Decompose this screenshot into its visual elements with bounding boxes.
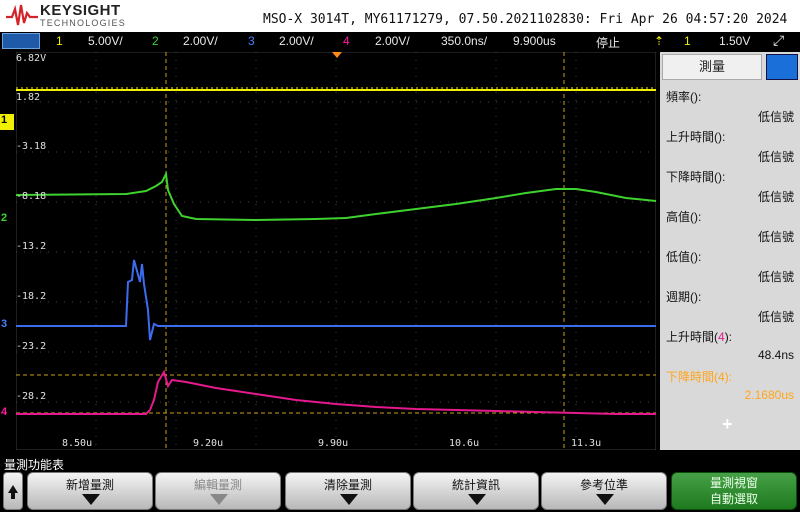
- y-label-2: 1.82: [16, 92, 41, 103]
- ch3-number[interactable]: 3: [248, 34, 255, 48]
- waveform-display[interactable]: [16, 52, 656, 450]
- measure-tab[interactable]: 測量: [662, 54, 762, 80]
- measure-rise-time-ch4-label: 上升時間(4):: [666, 330, 733, 344]
- ch4-ground-marker[interactable]: 4: [1, 406, 8, 418]
- measure-fall-time-label: 下降時間():: [666, 170, 726, 184]
- brand-name: KEYSIGHT: [40, 2, 121, 19]
- measure-low-value: 低信號: [757, 270, 794, 284]
- up-arrow-icon: [8, 485, 18, 499]
- down-arrow-icon: [82, 494, 100, 505]
- ch3-waveform: [16, 259, 656, 341]
- y-label-8: -28.2: [16, 391, 47, 402]
- measure-high-label: 高值():: [666, 210, 702, 224]
- measure-fall-time-value: 低信號: [757, 190, 794, 204]
- softkey-add-measurement[interactable]: 新增量測: [27, 472, 153, 510]
- ch4-waveform: [16, 369, 656, 415]
- waveform-svg: [16, 52, 656, 450]
- measurement-cursors: [16, 52, 656, 450]
- down-arrow-icon: [210, 494, 228, 505]
- title-bar: KEYSIGHT TECHNOLOGIES MSO-X 3014T, MY611…: [0, 0, 800, 32]
- y-label-3: -3.18: [16, 141, 47, 152]
- ch3-ground-marker[interactable]: 3: [1, 318, 8, 330]
- measure-frequency-label: 頻率():: [666, 90, 702, 104]
- ch1-scale[interactable]: 5.00V/: [88, 34, 123, 48]
- softkey-edit-measurement[interactable]: 編輯量測: [155, 472, 281, 510]
- expand-arrows-icon[interactable]: ⤢: [773, 32, 785, 48]
- measure-rise-time-ch4-value: 48.4ns: [757, 348, 794, 362]
- softkey-reference-levels[interactable]: 參考位準: [541, 472, 667, 510]
- measure-rise-time-value: 低信號: [757, 150, 794, 164]
- main-menu-button[interactable]: [2, 33, 40, 49]
- measure-fall-time-ch4-value: 2.1680us: [744, 388, 794, 402]
- ch2-waveform: [16, 170, 656, 222]
- ch1-ground-marker[interactable]: 1: [0, 114, 14, 130]
- horizontal-delay[interactable]: 9.900us: [513, 34, 556, 48]
- softkey-statistics[interactable]: 統計資訊: [413, 472, 539, 510]
- measure-period-label: 週期():: [666, 290, 702, 304]
- x-label-3: 9.90u: [318, 438, 349, 449]
- brand-subtitle: TECHNOLOGIES: [40, 18, 126, 28]
- ch3-scale[interactable]: 2.00V/: [279, 34, 314, 48]
- y-label-1: 6.82V: [16, 53, 47, 64]
- scope-title: MSO-X 3014T, MY61171279, 07.50.202110283…: [263, 12, 788, 27]
- panel-tab-secondary[interactable]: [766, 54, 798, 80]
- timebase-scale[interactable]: 350.0ns/: [441, 34, 488, 48]
- ch2-number[interactable]: 2: [152, 34, 159, 48]
- trigger-position-marker: [332, 52, 342, 58]
- measure-frequency-value: 低信號: [757, 110, 794, 124]
- y-label-4: -8.18: [16, 191, 47, 202]
- y-label-6: -18.2: [16, 291, 47, 302]
- ch4-number[interactable]: 4: [343, 34, 350, 48]
- ch1-number[interactable]: 1: [56, 34, 63, 48]
- channel-status-bar: 1 5.00V/ 2 2.00V/ 3 2.00V/ 4 2.00V/ 350.…: [0, 32, 800, 50]
- x-label-1: 8.50u: [62, 438, 93, 449]
- measure-fall-time-ch4-label: 下降時間(4):: [666, 370, 733, 384]
- down-arrow-icon: [468, 494, 486, 505]
- softkey-menu-title: 量測功能表: [4, 458, 65, 472]
- measure-period-value: 低信號: [757, 310, 794, 324]
- y-label-7: -23.2: [16, 341, 47, 352]
- softkey-measure-window[interactable]: 量測視窗 自動選取: [671, 472, 797, 510]
- measure-high-value: 低信號: [757, 230, 794, 244]
- softkey-clear-measurement[interactable]: 清除量測: [285, 472, 411, 510]
- menu-up-button[interactable]: [3, 472, 23, 510]
- graticule-grid: [16, 52, 656, 450]
- down-arrow-icon: [340, 494, 358, 505]
- run-state: 停止: [596, 36, 621, 50]
- x-label-2: 9.20u: [193, 438, 224, 449]
- ch2-ground-marker[interactable]: 2: [1, 212, 8, 224]
- softkey-bar: 量測功能表 新增量測 編輯量測 清除量測 統計資訊 參考位準 量測視窗 自動選取: [0, 452, 800, 512]
- ch2-scale[interactable]: 2.00V/: [183, 34, 218, 48]
- down-arrow-icon: [596, 494, 614, 505]
- measure-low-label: 低值():: [666, 250, 702, 264]
- measure-panel: 測量 頻率(): 低信號 上升時間(): 低信號 下降時間(): 低信號 高值(…: [660, 52, 800, 450]
- trigger-edge-icon: ⇡: [654, 34, 665, 48]
- trigger-level[interactable]: 1.50V: [719, 34, 751, 48]
- keysight-logo: [6, 4, 38, 26]
- trigger-source[interactable]: 1: [684, 34, 691, 48]
- x-label-4: 10.6u: [449, 438, 480, 449]
- add-measurement-icon[interactable]: +: [722, 414, 733, 434]
- ch4-scale[interactable]: 2.00V/: [375, 34, 410, 48]
- measure-rise-time-label: 上升時間():: [666, 130, 726, 144]
- x-label-5: 11.3u: [571, 438, 602, 449]
- y-label-5: -13.2: [16, 241, 47, 252]
